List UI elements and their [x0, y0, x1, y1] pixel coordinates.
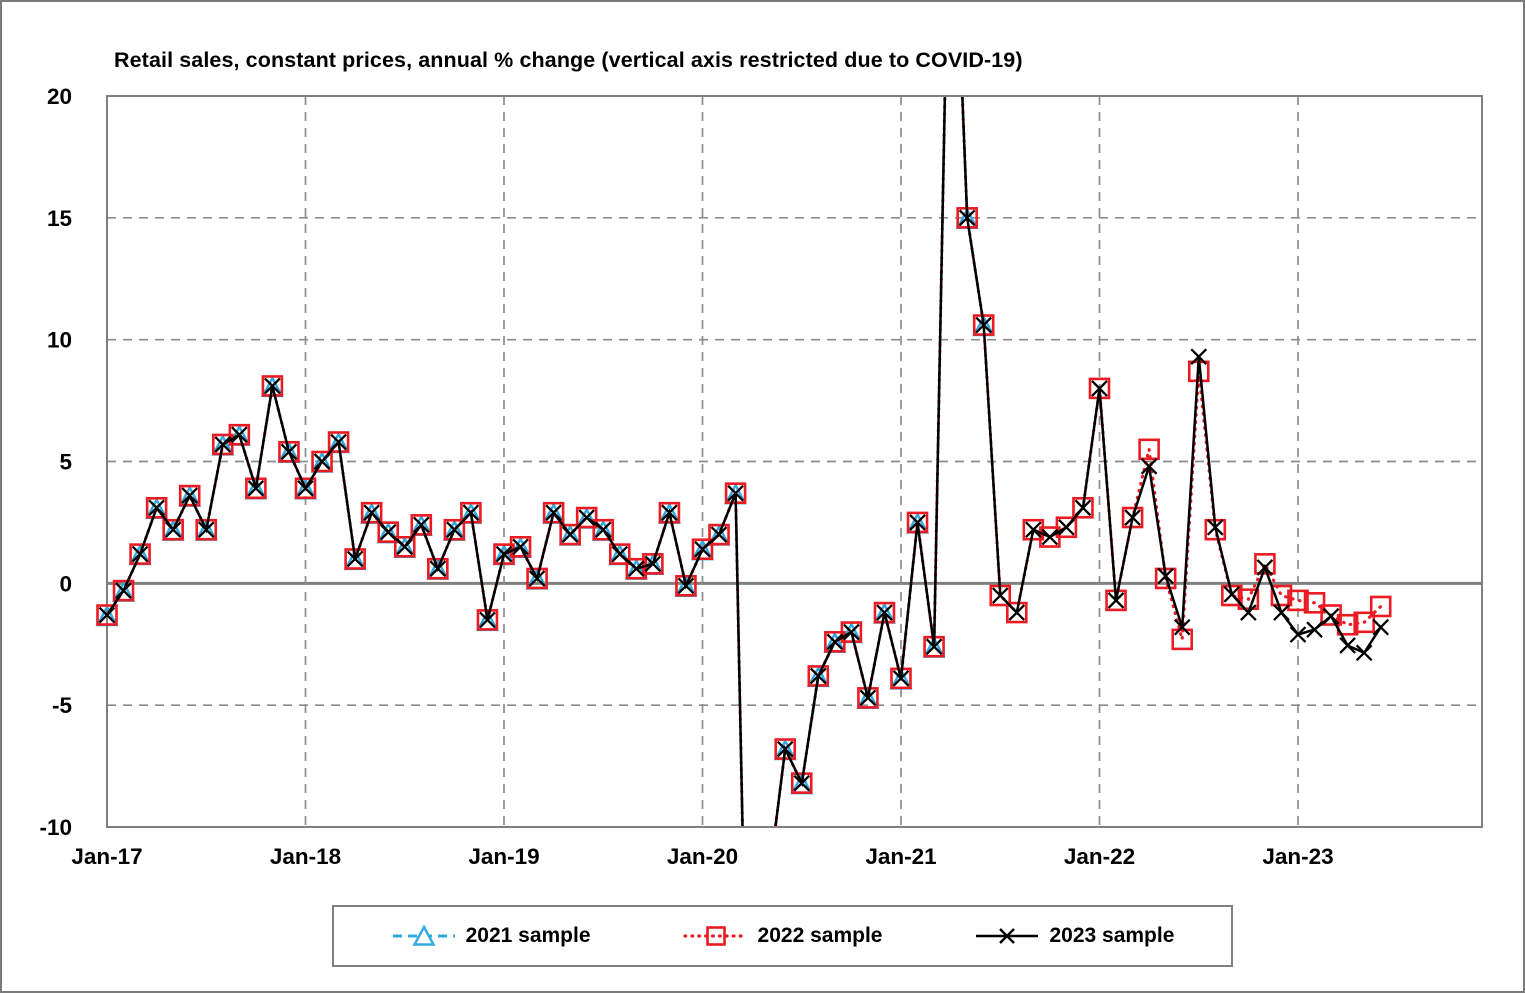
- chart-title: Retail sales, constant prices, annual % …: [114, 48, 1023, 72]
- legend-item-2021-sample: 2021 sample: [391, 922, 591, 950]
- legend-item-2022-sample: 2022 sample: [682, 922, 883, 950]
- svg-text:20: 20: [47, 84, 72, 109]
- svg-text:Jan-21: Jan-21: [865, 844, 936, 869]
- triangle-marker-icon: [392, 924, 455, 946]
- legend-label-2023: 2023 sample: [1049, 924, 1175, 947]
- svg-text:0: 0: [59, 571, 72, 596]
- series-2023-sample: [98, 97, 1390, 826]
- svg-text:Jan-22: Jan-22: [1064, 844, 1135, 869]
- legend: 2021 sample 2022 sample 2023 sample: [332, 905, 1233, 967]
- legend-item-2023-sample: 2023 sample: [974, 922, 1174, 950]
- svg-text:-10: -10: [39, 815, 72, 840]
- svg-text:10: 10: [47, 328, 72, 353]
- legend-label-2022: 2022 sample: [757, 924, 883, 947]
- svg-text:Jan-18: Jan-18: [270, 844, 341, 869]
- svg-text:Jan-23: Jan-23: [1262, 844, 1333, 869]
- svg-text:-5: -5: [52, 693, 72, 718]
- svg-text:5: 5: [59, 450, 72, 475]
- svg-text:Jan-19: Jan-19: [468, 844, 539, 869]
- square-marker-icon: [682, 926, 749, 946]
- x-axis-labels: Jan-17 Jan-18 Jan-19 Jan-20 Jan-21 Jan-22 Jan-…: [71, 844, 1333, 869]
- svg-text:Jan-20: Jan-20: [667, 844, 738, 869]
- y-axis-labels: 20 15 10 5 0 -5 -10: [39, 84, 72, 840]
- legend-label-2021: 2021 sample: [465, 924, 591, 947]
- x-marker-icon: [976, 928, 1039, 944]
- svg-text:Jan-17: Jan-17: [71, 844, 142, 869]
- svg-text:15: 15: [47, 206, 72, 231]
- series-2022-sample: [96, 97, 1392, 826]
- gridlines: [106, 95, 1483, 828]
- series-2021-sample: [95, 97, 996, 826]
